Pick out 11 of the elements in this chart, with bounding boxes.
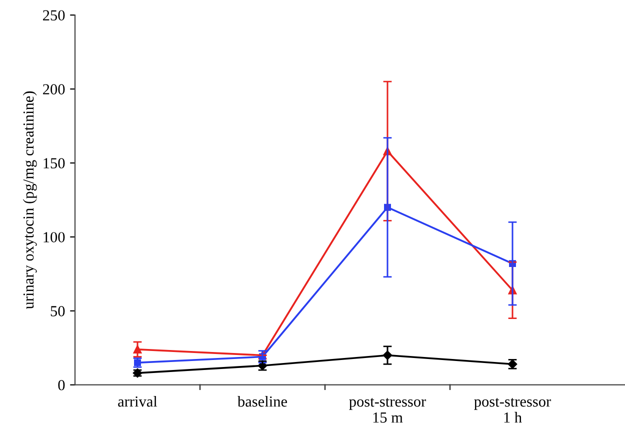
x-tick-label: arrival bbox=[118, 396, 158, 407]
x-tick-label: post-stressor 1 h bbox=[474, 398, 551, 423]
y-tick-label: 100 bbox=[44, 232, 65, 242]
x-tick-label: post-stressor 15 m bbox=[349, 398, 426, 423]
y-tick-label: 250 bbox=[43, 10, 65, 20]
y-tick-label: 0 bbox=[58, 380, 65, 390]
y-tick-label: 150 bbox=[44, 158, 65, 168]
y-axis-title: urinary oxytocin (pg/mg creatinine) bbox=[22, 91, 37, 309]
x-tick-label: baseline bbox=[237, 396, 287, 407]
y-tick-label: 50 bbox=[50, 306, 65, 316]
y-tick-label: 200 bbox=[43, 84, 65, 94]
